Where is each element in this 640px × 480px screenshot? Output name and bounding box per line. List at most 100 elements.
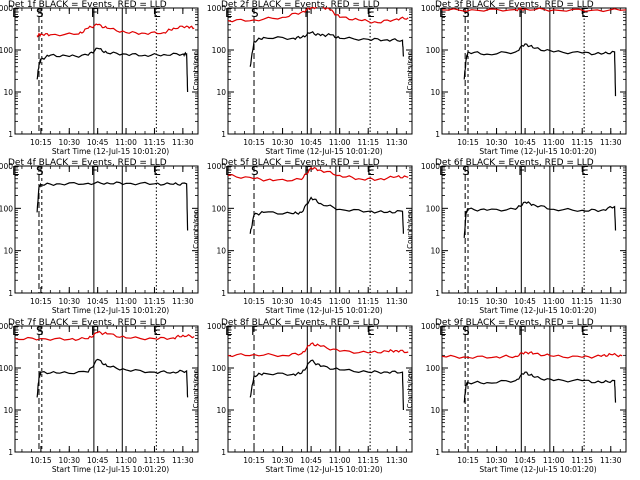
series-layer [463, 201, 617, 238]
y-tick-label: 1000 [0, 4, 13, 13]
x-tick-label: 11:00 [115, 297, 137, 306]
y-tick-label: 1 [435, 448, 440, 457]
x-tick-label: 11:15 [571, 297, 593, 306]
x-tick-label: 11:00 [329, 138, 351, 147]
panel-title: Det 2f BLACK = Events, RED = LLD [221, 0, 380, 10]
event-marker-label: E [367, 324, 375, 338]
series-layer [442, 351, 623, 403]
x-axis-label: Start Time (12-Jul-15 10:01:20) [479, 147, 596, 156]
x-tick-label: 10:45 [87, 138, 109, 147]
detector-panel: Det 9f BLACK = Events, RED = LLD 1 10 100 10… [406, 318, 627, 474]
series-layer [442, 7, 626, 97]
x-axis-label: Start Time (12-Jul-15 10:01:20) [52, 147, 169, 156]
event-marker-label: E [439, 6, 447, 20]
x-tick-label: 10:30 [486, 297, 508, 306]
events-series-line [249, 359, 404, 411]
event-marker-label: E [439, 164, 447, 178]
detector-panel: Det 2f BLACK = Events, RED = LLD 1 10 100 10… [192, 0, 413, 156]
y-tick-label: 10 [3, 88, 13, 97]
x-tick-label: 11:30 [600, 138, 622, 147]
x-axis-label: Start Time (12-Jul-15 10:01:20) [52, 465, 169, 474]
event-marker-label: E [153, 6, 161, 20]
y-tick-label: 1000 [207, 4, 226, 13]
y-axis-label: Counts/sec [192, 210, 200, 249]
x-tick-label: 11:30 [600, 456, 622, 465]
event-marker-label: E [225, 324, 233, 338]
y-tick-label: 1000 [421, 4, 440, 13]
x-tick-label: 11:15 [357, 138, 379, 147]
events-series-line [249, 31, 404, 67]
y-tick-label: 1000 [207, 162, 226, 171]
x-tick-label: 11:30 [172, 138, 194, 147]
event-marker-label: F [304, 164, 311, 178]
x-tick-label: 11:15 [357, 297, 379, 306]
x-tick-label: 10:45 [300, 297, 322, 306]
y-axis-label: Counts/sec [192, 52, 200, 91]
y-tick-label: 1000 [0, 322, 13, 331]
x-tick-label: 11:15 [571, 138, 593, 147]
plot-frame [227, 7, 413, 135]
y-tick-label: 1 [8, 448, 13, 457]
detector-panel: Det 4f BLACK = Events, RED = LLD 1 10 100 10… [0, 158, 199, 315]
x-tick-label: 11:00 [329, 297, 351, 306]
y-tick-label: 100 [0, 46, 13, 55]
x-tick-label: 11:00 [543, 456, 565, 465]
series-layer [15, 330, 195, 398]
y-tick-label: 1000 [207, 322, 226, 331]
x-tick-label: 10:45 [87, 297, 109, 306]
y-tick-label: 100 [426, 204, 441, 213]
y-tick-label: 10 [216, 247, 226, 256]
events-series-line [36, 47, 189, 93]
x-tick-label: 10:30 [486, 138, 508, 147]
y-tick-label: 1 [8, 130, 13, 139]
event-marker-label: E [12, 324, 20, 338]
events-series-line [463, 43, 617, 97]
event-marker-label: S [36, 164, 44, 178]
y-tick-label: 100 [212, 364, 227, 373]
event-marker-label: E [153, 164, 161, 178]
event-marker-label: F [518, 324, 525, 338]
y-tick-label: 1000 [421, 162, 440, 171]
y-tick-label: 1 [221, 448, 226, 457]
y-axis-label: Counts/sec [406, 52, 414, 91]
detector-panel: Det 5f BLACK = Events, RED = LLD 1 10 100 10… [192, 158, 413, 315]
x-tick-label: 10:15 [457, 297, 479, 306]
x-tick-label: 10:30 [272, 456, 294, 465]
detector-panel: Det 8f BLACK = Events, RED = LLD 1 10 100 10… [192, 318, 413, 474]
y-tick-label: 10 [430, 406, 440, 415]
series-layer [228, 7, 409, 67]
y-axis-label: Counts/sec [406, 210, 414, 249]
panel-title: Det 4f BLACK = Events, RED = LLD [8, 158, 167, 168]
x-tick-label: 10:15 [30, 297, 52, 306]
event-marker-label: F [251, 324, 258, 338]
panel-title: Det 3f BLACK = Events, RED = LLD [435, 0, 594, 10]
detector-panel: Det 3f BLACK = Events, RED = LLD 1 10 100 10… [406, 0, 627, 156]
x-tick-label: 11:30 [172, 297, 194, 306]
y-tick-label: 1 [435, 289, 440, 298]
x-tick-label: 11:00 [115, 456, 137, 465]
events-series-line [463, 201, 617, 238]
lld-series-line [442, 351, 623, 359]
plot-frame [441, 325, 627, 453]
x-tick-label: 11:00 [115, 138, 137, 147]
lld-series-line [36, 23, 195, 38]
panel-title: Det 9f BLACK = Events, RED = LLD [435, 318, 594, 328]
event-marker-label: F [304, 6, 311, 20]
x-axis-label: Start Time (12-Jul-15 10:01:20) [265, 465, 382, 474]
event-marker-label: E [225, 164, 233, 178]
series-layer [228, 166, 409, 234]
lld-series-line [228, 166, 409, 182]
panel-title: Det 6f BLACK = Events, RED = LLD [435, 158, 594, 168]
x-tick-label: 11:00 [543, 138, 565, 147]
x-tick-label: 10:30 [58, 138, 80, 147]
plot-frame [14, 325, 199, 453]
event-marker-label: E [153, 324, 161, 338]
x-tick-label: 11:30 [386, 138, 408, 147]
event-marker-label: F [518, 6, 525, 20]
y-tick-label: 1000 [0, 162, 13, 171]
lld-series-line [228, 7, 409, 24]
event-marker-label: S [36, 6, 44, 20]
event-marker-label: S [36, 324, 44, 338]
x-tick-label: 10:15 [457, 138, 479, 147]
